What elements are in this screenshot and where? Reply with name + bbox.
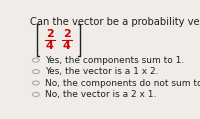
Text: Yes, the components sum to 1.: Yes, the components sum to 1. [45,56,184,65]
Text: No, the vector is a 2 x 1.: No, the vector is a 2 x 1. [45,90,157,99]
Text: 4: 4 [63,41,71,51]
Text: 2: 2 [46,29,54,39]
Text: No, the components do not sum to 1.: No, the components do not sum to 1. [45,79,200,87]
Text: Can the vector be a probability vector? If not, why?: Can the vector be a probability vector? … [30,17,200,27]
Text: 4: 4 [46,41,54,51]
Text: 2: 2 [63,29,71,39]
Text: Yes, the vector is a 1 x 2.: Yes, the vector is a 1 x 2. [45,67,159,76]
